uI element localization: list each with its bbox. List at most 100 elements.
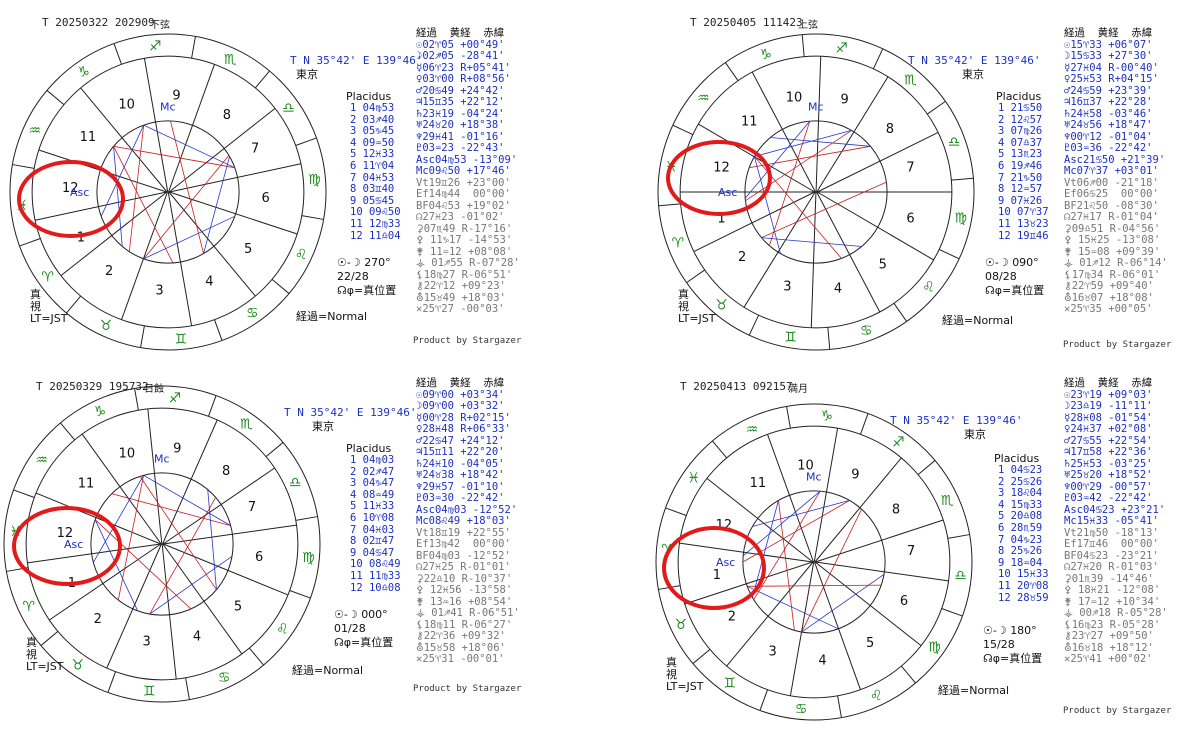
house-cusp-row: 4 08♒49 bbox=[350, 488, 395, 501]
house-cusp-row: 8 25♑26 bbox=[998, 545, 1043, 558]
house-cusp bbox=[49, 543, 162, 621]
minor-point-row: Vt18♊19 +22°55' bbox=[416, 526, 511, 539]
house-cusp bbox=[789, 561, 815, 696]
house-cusp-row: 4 09♒50 bbox=[350, 136, 395, 149]
chart-panel-4: ♈ ♉ ♊ ♋ ♌ ♍ ♎ ♏ ♐ ♑ ♒ ♓ 1 2 3 4 5 6 7 8 9 10 11 12 Asc Mc T 20250… bbox=[600, 366, 1200, 732]
planet-row: ♀03♈00 R+08°56' bbox=[416, 73, 511, 85]
house-cusp-row: 6 10♈08 bbox=[350, 511, 395, 524]
sign-glyph: ♒ bbox=[746, 422, 759, 438]
chart-panel-2: ♈ ♉ ♊ ♋ ♌ ♍ ♎ ♏ ♐ ♑ ♒ ♓ 1 2 3 4 5 6 7 8 9 10 11 12 Asc Mc T 20250… bbox=[600, 0, 1200, 366]
product-credit: Product by Stargazer bbox=[1063, 706, 1172, 716]
minor-point-row: ⚶ 01♐41 R-06°51' bbox=[416, 607, 520, 619]
aspect-line bbox=[111, 493, 231, 526]
minor-point-row: BF04♌53 +19°02' bbox=[416, 199, 511, 212]
sign-glyph: ♍ bbox=[302, 550, 315, 566]
left-label-3: LT=JST bbox=[666, 680, 704, 693]
sign-divider bbox=[113, 43, 122, 65]
house-number: 2 bbox=[94, 612, 102, 627]
house-cusp-row: 1 04♍53 bbox=[350, 102, 395, 114]
house-cusp bbox=[693, 191, 815, 253]
minor-point-row: ☊27♓17 R-01°04' bbox=[1064, 211, 1159, 223]
moon-age: 15/28 bbox=[983, 638, 1015, 651]
house-cusp bbox=[162, 467, 275, 545]
sign-glyph: ♎ bbox=[282, 101, 295, 117]
sign-glyph: ♉ bbox=[675, 617, 688, 633]
house-cusp-row: 11 20♈08 bbox=[998, 579, 1049, 592]
minor-point-row: ✕25♈27 -00°03' bbox=[416, 303, 505, 315]
table-header: 経過 黄経 赤緯 bbox=[416, 27, 505, 39]
house-cusp-row: 9 05♋45 bbox=[350, 194, 395, 207]
planet-row: ♆00♈29 -00°57' bbox=[1064, 480, 1153, 493]
house-number: 1 bbox=[77, 230, 85, 245]
left-label-1: 真 bbox=[26, 636, 37, 649]
house-cusp-row: 2 25♋26 bbox=[998, 475, 1043, 488]
house-cusp-row: 7 21♑50 bbox=[998, 171, 1043, 184]
house-number: 9 bbox=[172, 89, 180, 104]
sign-glyph: ♉ bbox=[100, 318, 113, 334]
chart-title: T 20250405 111423 bbox=[690, 16, 803, 29]
sign-glyph: ♑ bbox=[94, 404, 107, 420]
house-cusps: 1 04♍03 2 02♐47 3 04♑47 4 08♒49 5 11♓33 6 10♈… bbox=[350, 454, 401, 594]
house-number: 9 bbox=[173, 441, 181, 456]
house-cusp-row: 10 08♌49 bbox=[350, 558, 401, 571]
minor-point-row: Vt21♍50 -18°13' bbox=[1064, 526, 1159, 539]
minor-point-row: ⚶ 00♐18 R-05°28' bbox=[1064, 607, 1168, 619]
minor-point-row: ⚳22♎10 R-10°37' bbox=[416, 572, 513, 585]
place: 東京 bbox=[964, 428, 986, 441]
planet-row: ♄24♓58 -03°46' bbox=[1064, 107, 1153, 120]
house-number: 6 bbox=[900, 594, 908, 609]
left-label-1: 真 bbox=[678, 288, 689, 301]
planet-row: ♂24♋59 +23°39' bbox=[1064, 84, 1153, 97]
product-credit: Product by Stargazer bbox=[1063, 340, 1172, 350]
house-system: Placidus bbox=[346, 442, 392, 455]
location: T N 35°42' E 139°46' bbox=[890, 414, 1023, 427]
minor-point-row: ⛢15♉58 +18°06' bbox=[416, 641, 506, 654]
planet-row: ♀25♓53 R+04°15' bbox=[1064, 73, 1159, 85]
planet-row: ♀28♓48 R+06°33' bbox=[416, 423, 511, 435]
house-number: 8 bbox=[892, 503, 900, 518]
aspect-line bbox=[752, 500, 850, 527]
house-cusp bbox=[815, 561, 949, 582]
planet-row: ☿00♈28 R+02°15' bbox=[416, 411, 511, 424]
house-cusp-row: 9 18♒04 bbox=[998, 556, 1043, 569]
sign-glyph: ♋ bbox=[860, 323, 873, 339]
sign-divider bbox=[947, 534, 970, 539]
sign-glyph: ♊ bbox=[143, 683, 156, 699]
house-cusp-row: 6 28♏59 bbox=[998, 521, 1043, 534]
planet-row: ☿06♈23 R+05°41' bbox=[416, 61, 511, 74]
place: 東京 bbox=[312, 420, 334, 433]
planet-row: ☽09♈00 +03°32' bbox=[416, 400, 505, 412]
sign-glyph: ♏ bbox=[904, 72, 917, 88]
minor-point-row: ⚵ 13♒16 +08°54' bbox=[416, 595, 513, 608]
aspect-line bbox=[149, 556, 233, 615]
house-cusp-row: 8 12♒57 bbox=[998, 183, 1043, 196]
minor-point-row: ⛢15♉49 +18°03' bbox=[416, 291, 506, 304]
minor-point-row: Ef06♋25 00°00' bbox=[1064, 188, 1159, 200]
aspect-line bbox=[143, 215, 235, 260]
planet-row: Mc07♈37 +03°01' bbox=[1064, 165, 1159, 177]
chart-title: T 20250329 195732 bbox=[36, 380, 149, 393]
planet-row: ♄23♓19 -04°24' bbox=[416, 107, 505, 120]
sign-glyph: ♊ bbox=[784, 330, 797, 346]
house-number: 2 bbox=[728, 609, 736, 624]
house-number: 10 bbox=[786, 91, 803, 106]
aspect-line bbox=[143, 124, 235, 169]
house-number: 5 bbox=[234, 600, 242, 615]
sign-glyph: ♉ bbox=[71, 657, 84, 673]
house-system: Placidus bbox=[996, 90, 1042, 103]
house-number: 4 bbox=[205, 275, 213, 290]
house-cusp bbox=[726, 561, 814, 667]
house-cusp-row: 9 07♓26 bbox=[998, 194, 1043, 207]
house-cusp bbox=[816, 191, 881, 313]
house-cusp bbox=[106, 543, 162, 669]
sign-divider bbox=[301, 215, 324, 220]
house-number: 8 bbox=[223, 108, 231, 123]
house-cusps: 1 04♋23 2 25♋26 3 18♌04 4 15♍33 5 20♎08 6 28♏… bbox=[998, 464, 1049, 604]
sign-divider bbox=[658, 203, 681, 207]
house-cusp bbox=[60, 191, 168, 277]
minor-point-row: ⚷23♈27 +09°50' bbox=[1064, 630, 1154, 642]
planet-row: ♄24♓10 -04°05' bbox=[416, 457, 505, 470]
table-header: 経過 黄経 赤緯 bbox=[1064, 27, 1153, 39]
sign-divider bbox=[12, 164, 35, 169]
